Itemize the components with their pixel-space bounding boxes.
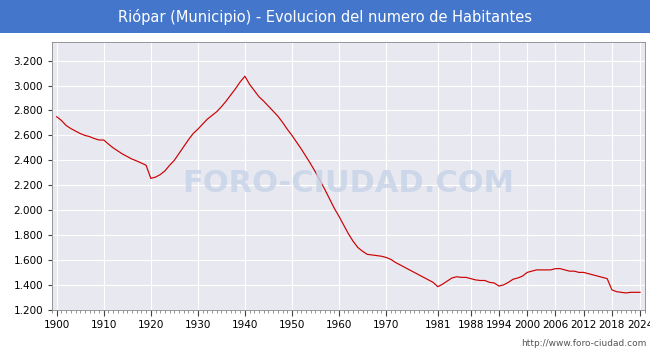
Text: FORO-CIUDAD.COM: FORO-CIUDAD.COM bbox=[183, 169, 514, 198]
Text: Riópar (Municipio) - Evolucion del numero de Habitantes: Riópar (Municipio) - Evolucion del numer… bbox=[118, 9, 532, 24]
Text: http://www.foro-ciudad.com: http://www.foro-ciudad.com bbox=[521, 339, 647, 348]
